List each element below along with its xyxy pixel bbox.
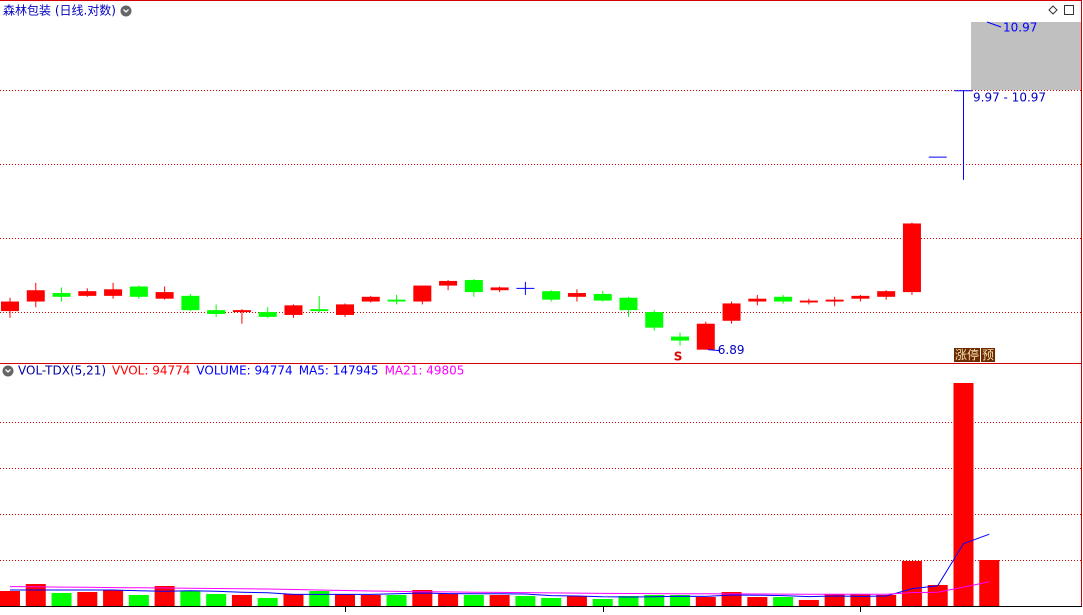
volume-bar (927, 584, 948, 606)
candle-body (1, 301, 19, 312)
volume-bar (747, 597, 768, 606)
forecast-box (971, 22, 1081, 90)
candle-body (413, 285, 432, 302)
volume-bar (979, 559, 1000, 606)
candle-body (78, 291, 97, 296)
volume-bar (850, 594, 871, 606)
window-button[interactable] (1048, 5, 1058, 15)
min-label: 6.89 (718, 343, 745, 357)
volume-bar (566, 595, 587, 606)
ma-line (10, 533, 990, 598)
indicator-readout: MA21: 49805 (385, 364, 465, 378)
volume-bar (335, 594, 356, 606)
candle-body (619, 297, 638, 311)
indicator-readout: MA5: 147945 (299, 364, 379, 378)
volume-bar (386, 594, 407, 606)
volume-bar (154, 585, 175, 606)
volume-bar (231, 594, 252, 606)
volume-bar (206, 594, 227, 606)
candle-body (284, 305, 303, 315)
volume-bar (77, 592, 98, 606)
candle-body (567, 293, 586, 297)
ma-line (9, 581, 990, 595)
volume-bar (798, 599, 819, 606)
candle-body (387, 299, 406, 302)
volume-bar (128, 594, 149, 606)
range-label: 9.97 - 10.97 (973, 91, 1046, 105)
volume-bar (901, 560, 922, 606)
candle-body (129, 286, 148, 297)
tag-label: 预 (982, 348, 994, 362)
volume-bar (360, 594, 381, 606)
signal-label: S (674, 350, 683, 364)
volume-bar (953, 382, 974, 606)
menu-icon[interactable] (120, 5, 132, 17)
volume-bar (0, 590, 20, 606)
candle-body (593, 293, 612, 301)
volume-bar (309, 590, 330, 606)
candle-body (902, 223, 921, 293)
tag-label: 涨停 (955, 347, 979, 362)
volume-bar (773, 597, 794, 606)
volume-bar (824, 594, 845, 606)
volume-bar (876, 594, 897, 606)
volume-bar (283, 594, 304, 606)
candle-body (232, 310, 251, 313)
volume-bar (51, 592, 72, 606)
candle-body (825, 299, 844, 302)
candle-body (799, 300, 818, 303)
indicator-readout: VOLUME: 94774 (196, 364, 292, 378)
menu-icon[interactable] (2, 365, 14, 377)
candle-body (439, 280, 458, 286)
candle-body (671, 336, 690, 341)
candle-body (748, 298, 767, 302)
volume-bar (695, 597, 716, 606)
volume-bar (103, 589, 124, 606)
tag-box (954, 348, 981, 362)
volume-bar (670, 594, 691, 606)
candle-body (645, 312, 664, 328)
volume-bar (180, 590, 201, 606)
volume-bar (515, 595, 536, 606)
max-arrow (986, 21, 1002, 28)
indicator-title: VOL-TDX(5,21) (18, 364, 106, 378)
min-arrow (707, 349, 720, 352)
volume-bar (541, 597, 562, 606)
candle-body (336, 304, 355, 315)
volume-bar (438, 594, 459, 606)
volume-bar (618, 595, 639, 606)
window-button[interactable] (1064, 5, 1074, 15)
max-label: 10.97 (1003, 21, 1037, 35)
tag-box (981, 348, 996, 362)
candle-body (26, 290, 45, 302)
candle-body (542, 291, 561, 300)
candle-body (490, 287, 509, 291)
candle-body (877, 291, 896, 297)
candle-body (722, 303, 741, 321)
candle-body (464, 280, 483, 293)
volume-bar (644, 594, 665, 606)
chart-title: 森林包装 (日线.对数) (3, 3, 116, 18)
candle-body (851, 295, 870, 299)
candle-body (207, 310, 226, 314)
volume-bar (463, 594, 484, 606)
indicator-readout: VVOL: 94774 (112, 364, 190, 378)
candle-body (361, 296, 380, 302)
volume-bar (412, 589, 433, 606)
candle-body (181, 295, 200, 311)
candle-body (155, 292, 174, 299)
candle-body (696, 323, 715, 350)
candle-body (310, 309, 329, 312)
volume-bar (489, 594, 510, 606)
candle-body (258, 312, 277, 317)
volume-bar (257, 597, 278, 606)
volume-bar (592, 599, 613, 606)
candle-body (104, 289, 123, 296)
candle-body (774, 296, 793, 302)
candle-body (52, 293, 71, 297)
